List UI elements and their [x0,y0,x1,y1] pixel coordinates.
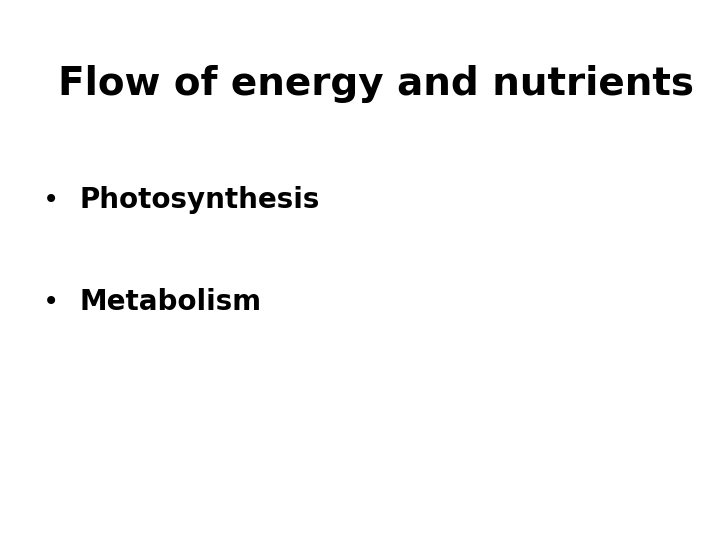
Text: •: • [43,186,60,214]
Text: Flow of energy and nutrients: Flow of energy and nutrients [58,65,693,103]
Text: Metabolism: Metabolism [79,288,261,316]
Text: Photosynthesis: Photosynthesis [79,186,320,214]
Text: •: • [43,288,60,316]
